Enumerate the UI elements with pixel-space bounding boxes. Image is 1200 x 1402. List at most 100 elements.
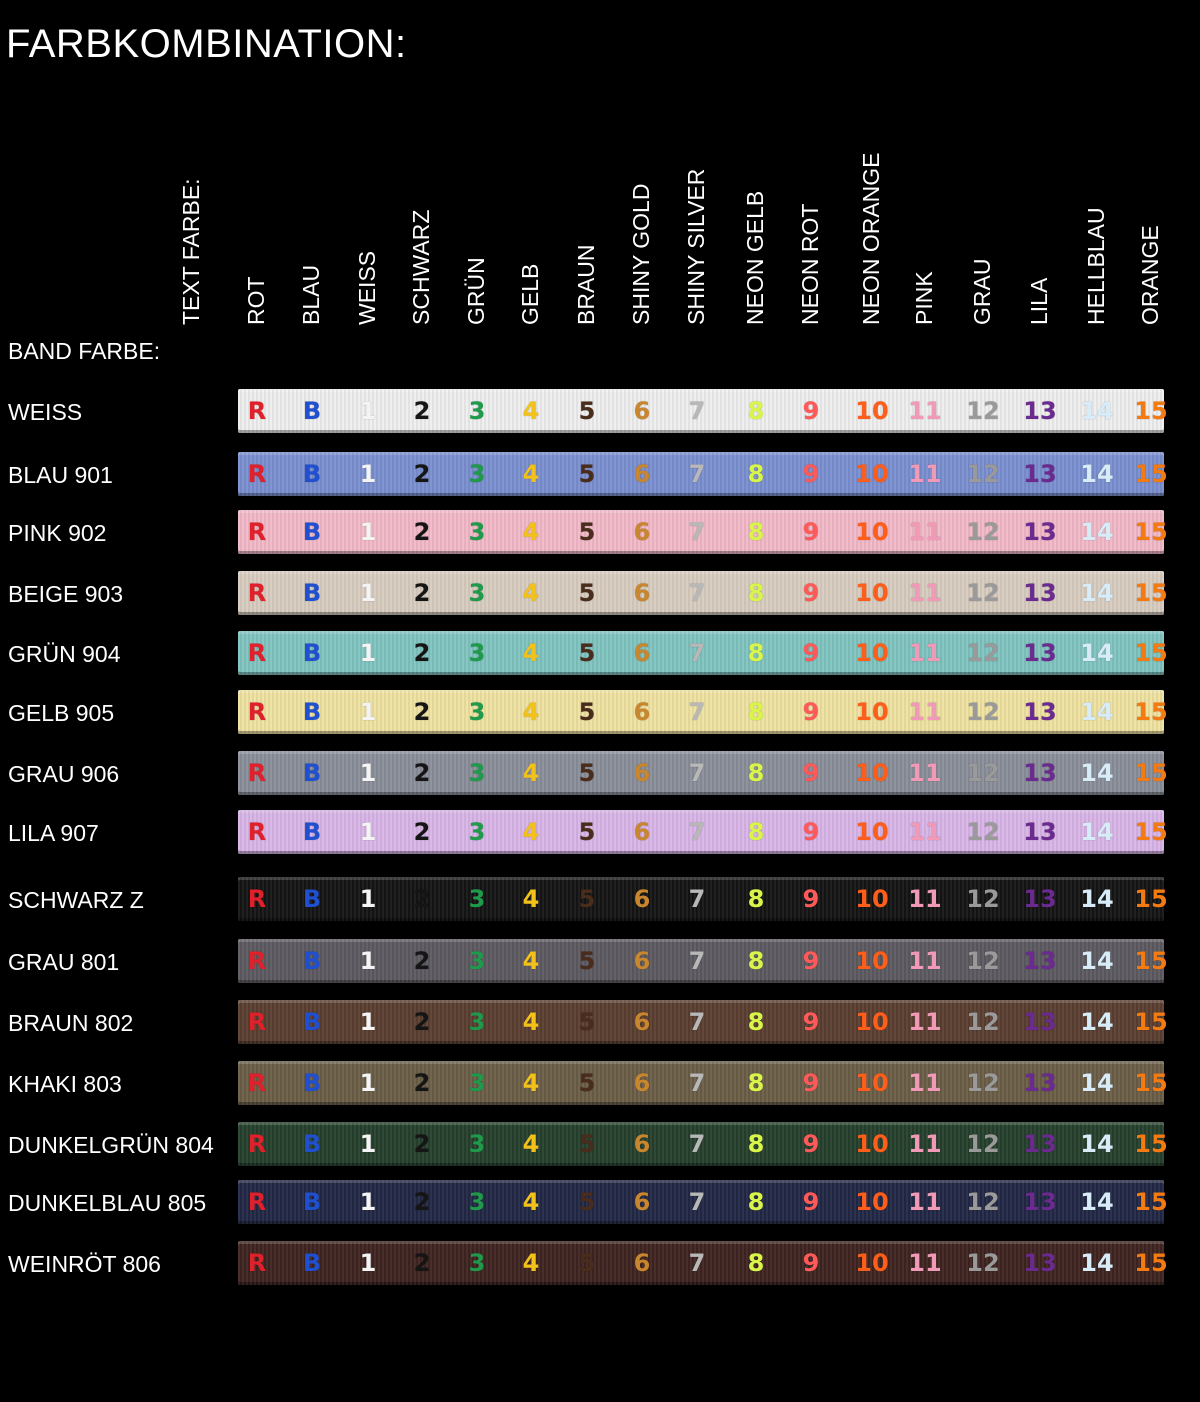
color-combination-swatch: 7: [688, 1069, 706, 1097]
color-combination-swatch: 14: [1080, 818, 1114, 846]
color-combination-swatch: 6: [633, 947, 651, 975]
band-color-label: LILA 907: [8, 820, 99, 846]
color-combination-swatch: 14: [1080, 1188, 1114, 1216]
color-combination-swatch: B: [302, 1249, 322, 1277]
color-combination-swatch: 10: [855, 759, 889, 787]
color-combination-swatch: 11: [908, 518, 942, 546]
color-combination-swatch: R: [247, 1008, 267, 1036]
color-combination-swatch: 1: [359, 1249, 377, 1277]
color-combination-swatch: 2: [413, 818, 431, 846]
color-combination-swatch: 9: [802, 818, 820, 846]
color-combination-swatch: 5: [578, 698, 596, 726]
color-combination-swatch: 2: [413, 518, 431, 546]
color-combination-swatch: R: [247, 759, 267, 787]
color-combination-swatch: 4: [522, 947, 540, 975]
color-combination-swatch: R: [247, 1249, 267, 1277]
color-combination-swatch: 10: [855, 1188, 889, 1216]
color-combination-swatch: 9: [802, 579, 820, 607]
color-combination-swatch: 9: [802, 1249, 820, 1277]
band-ribbon: R B 1 2 3 4 5 6 7 8 9 10 11 12 13 14 15: [238, 510, 1168, 554]
color-combination-swatch: 6: [633, 639, 651, 667]
band-color-label: WEINRÖT 806: [8, 1251, 161, 1277]
band-ribbon: R B 1 2 3 4 5 6 7 8 9 10 11 12 13 14 15: [238, 452, 1168, 496]
color-combination-swatch: 13: [1023, 460, 1057, 488]
color-combination-swatch: 5: [578, 397, 596, 425]
text-color-header-5: GRÜN: [463, 257, 489, 325]
color-combination-swatch: B: [302, 1188, 322, 1216]
color-combination-swatch: 9: [802, 460, 820, 488]
band-ribbon: R B 1 2 3 4 5 6 7 8 9 10 11 12 13 14 15: [238, 877, 1168, 921]
color-combination-swatch: B: [302, 518, 322, 546]
color-combination-swatch: B: [302, 947, 322, 975]
color-combination-swatch: 6: [633, 885, 651, 913]
color-combination-swatch: 3: [468, 1130, 486, 1158]
color-combination-swatch: 13: [1023, 1249, 1057, 1277]
color-combination-swatch: 4: [522, 1188, 540, 1216]
color-combination-swatch: 9: [802, 1188, 820, 1216]
color-combination-swatch: 4: [522, 759, 540, 787]
color-combination-swatch: 5: [578, 759, 596, 787]
color-combination-swatch: 14: [1080, 698, 1114, 726]
color-combination-swatch: 4: [522, 460, 540, 488]
text-color-header-7: BRAUN: [573, 244, 599, 325]
color-combination-swatch: 11: [908, 759, 942, 787]
color-combination-swatch: 10: [855, 1130, 889, 1158]
color-combination-swatch: 14: [1080, 1069, 1114, 1097]
color-combination-swatch: 13: [1023, 885, 1057, 913]
color-combination-swatch: 10: [855, 518, 889, 546]
color-combination-swatch: 2: [413, 1008, 431, 1036]
band-ribbon: R B 1 2 3 4 5 6 7 8 9 10 11 12 13 14 15: [238, 1241, 1168, 1285]
color-combination-swatch: 5: [578, 460, 596, 488]
text-color-header-17: ORANGE: [1137, 225, 1163, 325]
color-combination-swatch: 7: [688, 1188, 706, 1216]
color-combination-swatch: 3: [468, 1069, 486, 1097]
color-combination-swatch: 12: [966, 759, 1000, 787]
color-combination-swatch: 12: [966, 579, 1000, 607]
band-ribbon: R B 1 2 3 4 5 6 7 8 9 10 11 12 13 14 15: [238, 1061, 1168, 1105]
color-combination-swatch: 3: [468, 818, 486, 846]
band-ribbon: R B 1 2 3 4 5 6 7 8 9 10 11 12 13 14 15: [238, 751, 1168, 795]
color-combination-swatch: 12: [966, 1130, 1000, 1158]
color-combination-swatch: R: [247, 397, 267, 425]
color-combination-swatch: 5: [578, 579, 596, 607]
color-combination-swatch: 1: [359, 947, 377, 975]
color-combination-swatch: 11: [908, 1130, 942, 1158]
color-combination-swatch: B: [302, 1130, 322, 1158]
color-combination-swatch: 4: [522, 518, 540, 546]
color-combination-swatch: 4: [522, 397, 540, 425]
color-combination-swatch: 4: [522, 639, 540, 667]
color-combination-swatch: 5: [578, 947, 596, 975]
color-combination-swatch: 11: [908, 947, 942, 975]
color-combination-swatch: 15: [1134, 1130, 1168, 1158]
color-combination-swatch: 2: [413, 1249, 431, 1277]
color-combination-swatch: 5: [578, 818, 596, 846]
band-ribbon: R B 1 2 3 4 5 6 7 8 9 10 11 12 13 14 15: [238, 571, 1168, 615]
color-combination-swatch: 2: [413, 698, 431, 726]
color-combination-swatch: 12: [966, 1069, 1000, 1097]
color-combination-swatch: 11: [908, 460, 942, 488]
text-color-axis-label: TEXT FARBE:: [178, 178, 204, 325]
color-combination-swatch: 13: [1023, 397, 1057, 425]
color-combination-swatch: 11: [908, 818, 942, 846]
color-combination-swatch: 10: [855, 885, 889, 913]
color-combination-swatch: 3: [468, 1008, 486, 1036]
color-combination-swatch: R: [247, 639, 267, 667]
color-combination-swatch: R: [247, 1130, 267, 1158]
text-color-header-4: SCHWARZ: [408, 209, 434, 325]
color-combination-swatch: 14: [1080, 947, 1114, 975]
color-combination-swatch: 7: [688, 579, 706, 607]
color-combination-swatch: 13: [1023, 518, 1057, 546]
color-combination-swatch: 10: [855, 1008, 889, 1036]
color-combination-swatch: 7: [688, 639, 706, 667]
color-combination-swatch: 10: [855, 818, 889, 846]
color-combination-swatch: 11: [908, 639, 942, 667]
color-combination-swatch: 14: [1080, 518, 1114, 546]
color-combination-swatch: 7: [688, 947, 706, 975]
color-combination-swatch: 11: [908, 1069, 942, 1097]
color-combination-swatch: 5: [578, 1069, 596, 1097]
color-combination-swatch: 12: [966, 518, 1000, 546]
band-ribbon: R B 1 2 3 4 5 6 7 8 9 10 11 12 13 14 15: [238, 939, 1168, 983]
color-combination-swatch: 8: [747, 698, 765, 726]
text-color-header-10: NEON GELB: [742, 190, 768, 325]
color-combination-swatch: 6: [633, 698, 651, 726]
